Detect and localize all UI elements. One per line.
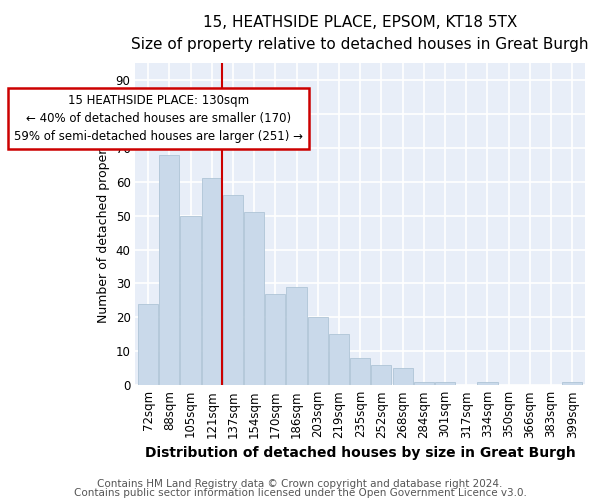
Title: 15, HEATHSIDE PLACE, EPSOM, KT18 5TX
Size of property relative to detached house: 15, HEATHSIDE PLACE, EPSOM, KT18 5TX Siz… xyxy=(131,15,589,52)
Text: 15 HEATHSIDE PLACE: 130sqm
← 40% of detached houses are smaller (170)
59% of sem: 15 HEATHSIDE PLACE: 130sqm ← 40% of deta… xyxy=(14,94,303,142)
Text: Contains public sector information licensed under the Open Government Licence v3: Contains public sector information licen… xyxy=(74,488,526,498)
Bar xyxy=(181,216,200,385)
Bar xyxy=(414,382,434,385)
Y-axis label: Number of detached properties: Number of detached properties xyxy=(97,126,110,322)
Bar xyxy=(435,382,455,385)
Bar xyxy=(371,365,391,385)
Bar xyxy=(138,304,158,385)
Bar xyxy=(392,368,413,385)
Bar xyxy=(202,178,222,385)
Bar xyxy=(478,382,497,385)
Bar xyxy=(244,212,264,385)
Bar xyxy=(223,196,243,385)
Bar xyxy=(562,382,583,385)
Text: Contains HM Land Registry data © Crown copyright and database right 2024.: Contains HM Land Registry data © Crown c… xyxy=(97,479,503,489)
Bar xyxy=(329,334,349,385)
X-axis label: Distribution of detached houses by size in Great Burgh: Distribution of detached houses by size … xyxy=(145,446,575,460)
Bar xyxy=(350,358,370,385)
Bar xyxy=(286,287,307,385)
Bar xyxy=(308,318,328,385)
Bar xyxy=(159,154,179,385)
Bar xyxy=(265,294,286,385)
